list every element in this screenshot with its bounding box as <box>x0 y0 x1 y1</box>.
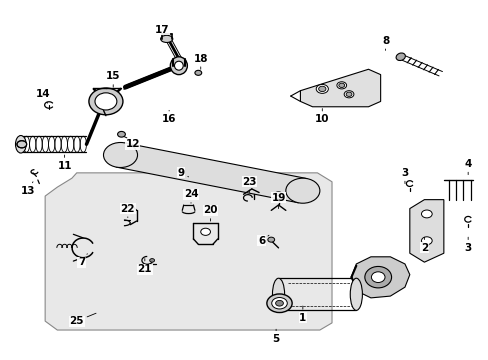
Text: 21: 21 <box>137 258 152 274</box>
Text: 18: 18 <box>193 54 207 69</box>
Ellipse shape <box>272 278 284 310</box>
Ellipse shape <box>267 237 274 242</box>
Text: 13: 13 <box>21 182 35 196</box>
Text: 9: 9 <box>177 168 188 178</box>
Ellipse shape <box>349 278 362 310</box>
Text: 3: 3 <box>464 237 471 253</box>
Ellipse shape <box>346 92 351 96</box>
Ellipse shape <box>421 210 431 218</box>
Ellipse shape <box>170 57 187 75</box>
Text: 11: 11 <box>57 155 72 171</box>
Ellipse shape <box>89 88 122 115</box>
Ellipse shape <box>275 300 283 306</box>
Polygon shape <box>409 200 443 262</box>
Text: 1: 1 <box>299 306 306 323</box>
Ellipse shape <box>275 192 282 195</box>
Ellipse shape <box>316 85 328 93</box>
Text: 4: 4 <box>464 159 471 175</box>
Ellipse shape <box>117 131 125 137</box>
Ellipse shape <box>364 266 391 288</box>
Polygon shape <box>300 69 380 107</box>
Ellipse shape <box>336 82 346 89</box>
Text: 20: 20 <box>203 205 217 221</box>
Polygon shape <box>116 143 306 203</box>
Ellipse shape <box>174 61 183 70</box>
Text: 14: 14 <box>35 89 50 103</box>
Ellipse shape <box>395 53 405 60</box>
Text: 22: 22 <box>121 203 135 217</box>
Text: 19: 19 <box>271 193 285 208</box>
Ellipse shape <box>371 272 384 283</box>
Text: 2: 2 <box>420 237 427 253</box>
Ellipse shape <box>318 86 325 91</box>
Text: 12: 12 <box>125 139 140 149</box>
Ellipse shape <box>95 93 117 110</box>
Polygon shape <box>351 257 409 298</box>
Text: 5: 5 <box>272 329 279 344</box>
Text: 8: 8 <box>381 36 388 50</box>
Ellipse shape <box>285 178 319 203</box>
Ellipse shape <box>149 258 154 262</box>
Ellipse shape <box>160 35 172 42</box>
Ellipse shape <box>344 91 353 98</box>
Ellipse shape <box>338 83 344 87</box>
Ellipse shape <box>201 228 210 235</box>
Text: 25: 25 <box>69 313 96 326</box>
Ellipse shape <box>103 143 137 167</box>
Text: 24: 24 <box>183 189 198 203</box>
Text: 6: 6 <box>257 235 268 246</box>
Ellipse shape <box>421 237 431 245</box>
Text: 23: 23 <box>242 177 256 193</box>
Text: 3: 3 <box>401 168 408 184</box>
Ellipse shape <box>271 297 287 309</box>
Polygon shape <box>45 173 331 330</box>
Ellipse shape <box>266 294 291 312</box>
Ellipse shape <box>195 70 201 75</box>
Text: 17: 17 <box>154 25 169 40</box>
Text: 15: 15 <box>106 71 120 87</box>
Text: 7: 7 <box>78 254 87 267</box>
Text: 10: 10 <box>314 109 329 124</box>
Ellipse shape <box>17 141 27 148</box>
Ellipse shape <box>16 135 26 153</box>
Text: 16: 16 <box>162 111 176 124</box>
